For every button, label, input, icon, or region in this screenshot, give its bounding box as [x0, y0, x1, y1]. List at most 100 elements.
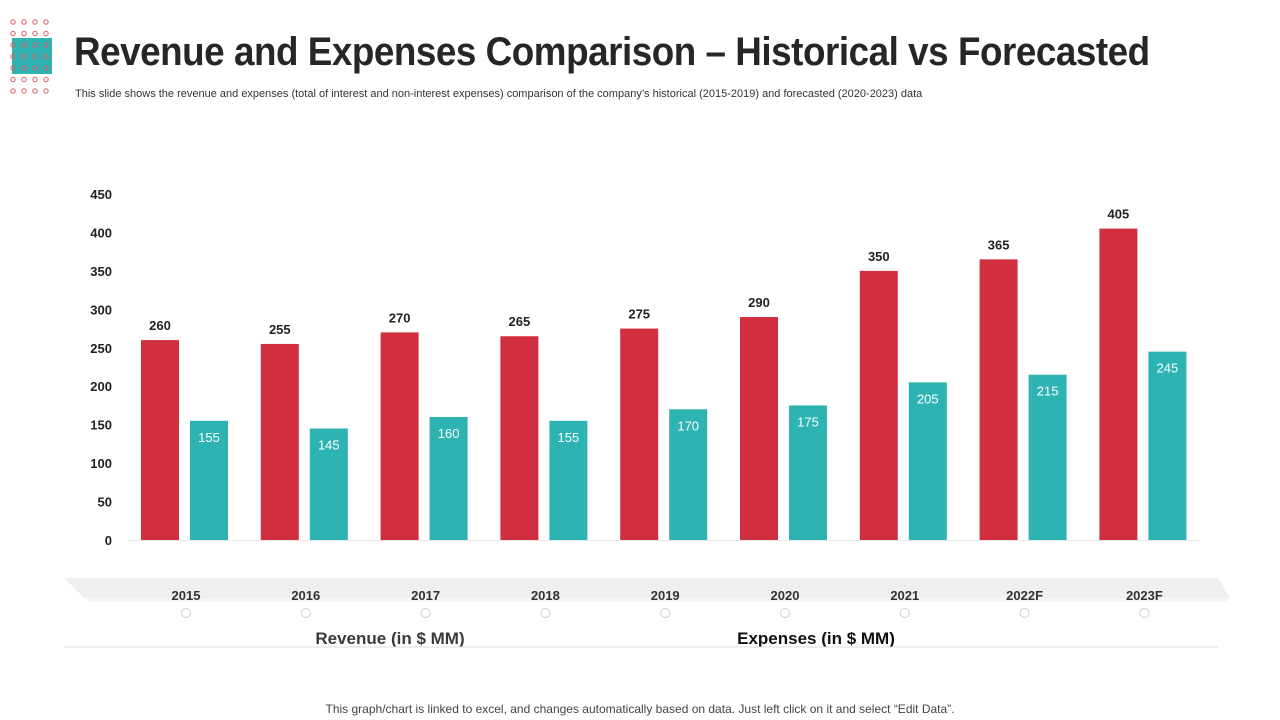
footer-note: This graph/chart is linked to excel, and… [325, 702, 955, 716]
logo-dot [43, 42, 49, 48]
x-category-label: 2023F [1126, 588, 1163, 603]
expenses-bar[interactable] [309, 428, 348, 540]
logo-dot [32, 19, 38, 25]
revenue-bar[interactable] [859, 270, 898, 540]
logo-dot [43, 65, 49, 71]
category-marker-icon [780, 608, 790, 618]
category-marker-icon [899, 608, 910, 618]
logo-dot [32, 53, 38, 60]
logo-dot [10, 19, 16, 25]
logo-dot [21, 19, 27, 25]
y-tick-label: 200 [90, 379, 112, 394]
revenue-data-label: 255 [269, 322, 291, 337]
expenses-bar[interactable] [429, 416, 468, 540]
y-tick-label: 0 [105, 533, 112, 548]
logo-dot [43, 53, 49, 60]
legend-revenue: Revenue (in $ MM) [315, 629, 464, 648]
logo-dot [43, 19, 49, 25]
revenue-data-label: 365 [988, 237, 1010, 252]
y-tick-label: 100 [90, 456, 112, 471]
revenue-expenses-bar-chart[interactable]: 0 50 100 150 200 250 300 350 400 450 260 155 2015 25… [0, 0, 1280, 700]
logo-dot [21, 88, 27, 94]
y-tick-label: 450 [90, 187, 112, 202]
y-tick-label: 400 [90, 225, 112, 240]
revenue-data-label: 275 [628, 307, 650, 322]
logo-block [12, 38, 52, 74]
revenue-bar[interactable] [500, 336, 539, 540]
category-band-shadow [84, 598, 1230, 602]
revenue-bar[interactable] [260, 343, 299, 540]
logo-dot [10, 30, 16, 37]
revenue-bar[interactable] [620, 328, 659, 540]
category-marker-icon [300, 608, 311, 618]
y-tick-label: 300 [90, 302, 112, 317]
logo-dot [10, 65, 16, 71]
x-category-label: 2017 [411, 588, 440, 603]
revenue-data-label: 290 [748, 295, 770, 310]
category-marker-icon [420, 608, 431, 618]
logo-dot [43, 88, 49, 94]
revenue-bar[interactable] [1099, 228, 1138, 540]
expenses-data-label: 160 [438, 426, 460, 441]
expenses-data-label: 215 [1037, 384, 1059, 399]
logo-dot [10, 53, 16, 60]
expenses-data-label: 205 [917, 391, 939, 406]
expenses-bar[interactable] [669, 409, 708, 540]
logo-dot [21, 53, 27, 60]
logo-dot [21, 65, 27, 71]
logo-dot [21, 42, 27, 48]
category-marker-icon [540, 608, 551, 618]
category-band [64, 578, 1230, 598]
revenue-data-label: 405 [1108, 207, 1130, 222]
expenses-data-label: 170 [677, 418, 699, 433]
revenue-data-label: 270 [389, 310, 411, 325]
expenses-bar[interactable] [789, 405, 827, 540]
x-category-label: 2018 [531, 588, 560, 603]
expenses-bar[interactable] [190, 420, 228, 540]
logo-dot [21, 76, 27, 83]
logo-dot [32, 88, 38, 94]
y-tick-label: 150 [90, 418, 112, 433]
logo-dot [43, 76, 49, 83]
y-tick-label: 350 [90, 264, 112, 279]
legend-expenses: Expenses (in $ MM) [737, 629, 895, 648]
revenue-bar[interactable] [141, 340, 179, 540]
logo-dot [32, 30, 38, 37]
logo-dot [32, 42, 38, 48]
logo-dot [43, 30, 49, 37]
expenses-data-label: 245 [1157, 361, 1179, 376]
brand-logo-icon [10, 19, 52, 94]
expenses-bar[interactable] [549, 420, 588, 540]
page-subtitle: This slide shows the revenue and expense… [75, 88, 923, 100]
logo-dot [10, 88, 16, 94]
x-category-label: 2016 [291, 588, 320, 603]
x-category-label: 2015 [172, 588, 201, 603]
expenses-data-label: 145 [318, 438, 340, 453]
page-title: Revenue and Expenses Comparison – Histor… [74, 30, 1150, 74]
revenue-data-label: 350 [868, 249, 890, 264]
expenses-data-label: 155 [198, 430, 220, 445]
revenue-bar[interactable] [380, 332, 419, 540]
x-category-label: 2019 [651, 588, 680, 603]
expenses-bar[interactable] [1148, 351, 1187, 540]
category-marker-icon [1139, 608, 1150, 618]
logo-dot [10, 42, 16, 48]
revenue-bar[interactable] [740, 317, 778, 540]
logo-dot [10, 76, 16, 83]
expenses-bar[interactable] [908, 382, 947, 540]
expenses-data-label: 155 [558, 430, 580, 445]
x-category-label: 2022F [1006, 588, 1043, 603]
logo-dot [32, 76, 38, 83]
y-tick-label: 50 [98, 495, 112, 510]
logo-dot [21, 30, 27, 37]
category-marker-icon [181, 608, 191, 618]
revenue-data-label: 265 [509, 314, 531, 329]
logo-dot [32, 65, 38, 71]
category-marker-icon [660, 608, 671, 618]
category-marker-icon [1019, 608, 1030, 618]
expenses-bar[interactable] [1028, 374, 1067, 540]
revenue-data-label: 260 [149, 318, 171, 333]
x-category-label: 2021 [890, 588, 919, 603]
revenue-bar[interactable] [979, 259, 1018, 540]
y-tick-label: 250 [90, 341, 112, 356]
